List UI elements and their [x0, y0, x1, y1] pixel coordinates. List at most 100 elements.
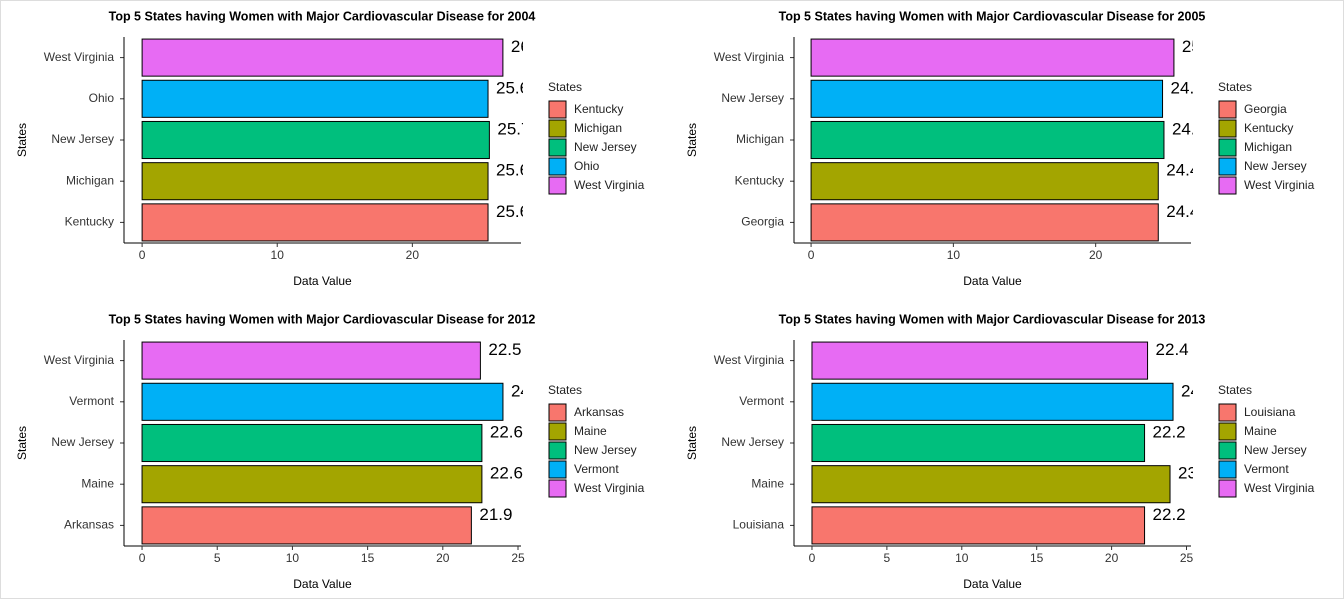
- bar: [141, 38, 504, 77]
- bar: [810, 38, 1175, 77]
- bar: [810, 79, 1164, 118]
- bar: [141, 162, 489, 201]
- y-axis-title: States: [15, 123, 29, 157]
- chart-title: Top 5 States having Women with Major Car…: [779, 312, 1206, 326]
- value-label: 22.6: [490, 464, 523, 483]
- x-tick-label: 10: [286, 551, 300, 565]
- legend-label: Kentucky: [574, 102, 623, 116]
- legend-key: [548, 479, 567, 498]
- legend-label: West Virginia: [1244, 481, 1315, 495]
- x-tick-label: 0: [139, 248, 146, 262]
- bar: [811, 382, 1174, 421]
- legend-key: [1218, 422, 1237, 441]
- y-tick-label: Georgia: [741, 215, 784, 229]
- value-label: 25.7: [497, 119, 530, 138]
- legend-key: [1218, 119, 1237, 138]
- legend-label: New Jersey: [1244, 443, 1307, 457]
- legend-key: [1218, 157, 1237, 176]
- panel: Top 5 States having Women with Major Car…: [685, 312, 1314, 591]
- x-tick-label: 0: [139, 551, 146, 565]
- y-axis-title: States: [685, 123, 699, 157]
- legend-title: States: [548, 80, 582, 94]
- bar: [141, 79, 489, 118]
- bar: [810, 203, 1159, 242]
- value-label: 24.4: [1166, 161, 1199, 180]
- x-tick-label: 15: [1030, 551, 1044, 565]
- bar: [141, 506, 472, 545]
- y-tick-label: Michigan: [736, 132, 784, 146]
- legend-label: New Jersey: [574, 443, 637, 457]
- legend-label: West Virginia: [574, 481, 645, 495]
- x-tick-label: 5: [214, 551, 221, 565]
- value-label: 24.4: [1166, 202, 1199, 221]
- bar: [811, 465, 1171, 504]
- x-tick-label: 10: [271, 248, 285, 262]
- legend-label: Michigan: [574, 121, 622, 135]
- legend-key: [1218, 403, 1237, 422]
- legend-label: Maine: [1244, 424, 1277, 438]
- plot-area: 24.4 24.4 24.8 24.7 25.5: [810, 37, 1204, 242]
- bar: [811, 506, 1146, 545]
- legend-key: [548, 119, 567, 138]
- legend-key: [548, 403, 567, 422]
- legend-label: Kentucky: [1244, 121, 1293, 135]
- legend-label: Maine: [574, 424, 607, 438]
- legend-key: [548, 460, 567, 479]
- y-tick-label: West Virginia: [714, 353, 785, 367]
- legend-key: [548, 176, 567, 195]
- x-tick-label: 20: [406, 248, 420, 262]
- y-tick-label: Maine: [81, 476, 114, 490]
- x-axis-title: Data Value: [293, 577, 352, 591]
- legend-key: [548, 441, 567, 460]
- x-tick-label: 20: [1089, 248, 1103, 262]
- legend-label: Arkansas: [574, 405, 624, 419]
- bar: [141, 382, 504, 421]
- chart-title: Top 5 States having Women with Major Car…: [109, 312, 536, 326]
- y-tick-label: New Jersey: [721, 91, 784, 105]
- y-tick-label: Kentucky: [735, 173, 784, 187]
- x-tick-label: 15: [361, 551, 375, 565]
- chart-title: Top 5 States having Women with Major Car…: [109, 9, 536, 23]
- y-tick-label: West Virginia: [44, 50, 115, 64]
- x-tick-label: 25: [511, 551, 525, 565]
- bar: [811, 341, 1149, 380]
- legend-key: [548, 157, 567, 176]
- plot-area: 25.6 25.6 25.7 25.6 26.7: [141, 37, 544, 242]
- value-label: 23.9: [1178, 464, 1211, 483]
- x-axis-title: Data Value: [293, 274, 352, 288]
- legend-key: [548, 100, 567, 119]
- y-tick-label: New Jersey: [51, 132, 114, 146]
- chart-title: Top 5 States having Women with Major Car…: [779, 9, 1206, 23]
- legend-label: Ohio: [574, 159, 600, 173]
- legend-label: New Jersey: [574, 140, 637, 154]
- value-label: 25.6: [496, 161, 529, 180]
- bar: [141, 120, 490, 160]
- x-tick-label: 25: [1180, 551, 1194, 565]
- plot-area: 22.2 23.9 22.2 24.1 22.4: [811, 340, 1211, 545]
- legend-label: Georgia: [1244, 102, 1287, 116]
- panel: Top 5 States having Women with Major Car…: [15, 312, 644, 591]
- legend-key: [1218, 138, 1237, 157]
- legend-label: West Virginia: [1244, 178, 1315, 192]
- y-tick-label: Maine: [751, 476, 784, 490]
- bar: [811, 423, 1146, 463]
- x-tick-label: 20: [1105, 551, 1119, 565]
- panel: Top 5 States having Women with Major Car…: [685, 9, 1314, 288]
- y-tick-label: Louisiana: [733, 518, 785, 532]
- bar: [141, 203, 489, 242]
- y-tick-label: Kentucky: [65, 215, 114, 229]
- y-tick-label: Vermont: [69, 394, 114, 408]
- value-label: 22.2: [1153, 422, 1186, 441]
- legend-label: Michigan: [1244, 140, 1292, 154]
- value-label: 24.7: [1171, 78, 1204, 97]
- x-tick-label: 0: [809, 551, 816, 565]
- value-label: 26.7: [511, 37, 544, 56]
- value-label: 24: [511, 381, 530, 400]
- y-tick-label: West Virginia: [44, 353, 115, 367]
- x-tick-label: 5: [884, 551, 891, 565]
- bar: [141, 465, 483, 504]
- legend-label: New Jersey: [1244, 159, 1307, 173]
- legend-title: States: [548, 383, 582, 397]
- legend-label: Vermont: [1244, 462, 1289, 476]
